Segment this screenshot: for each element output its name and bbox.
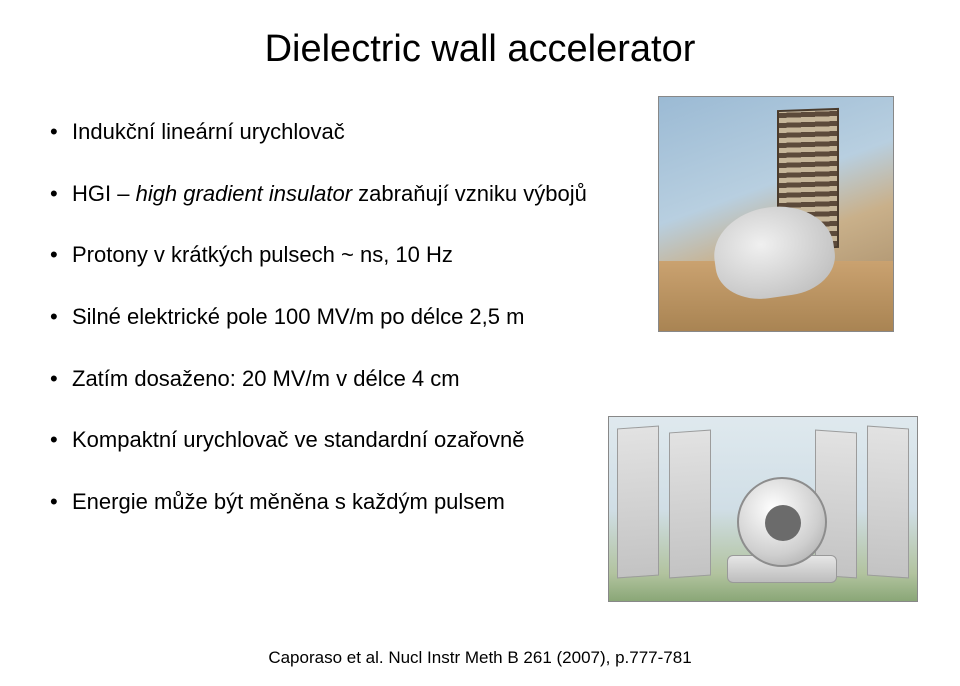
image-wall bbox=[617, 426, 659, 579]
slide: Dielectric wall accelerator Indukční lin… bbox=[0, 0, 960, 686]
image-top-container bbox=[658, 96, 918, 332]
bullet-text: Kompaktní urychlovač ve standardní ozařo… bbox=[72, 427, 524, 452]
bullet-text: zabraňují vzniku výbojů bbox=[352, 181, 587, 206]
bullet-text: Zatím dosaženo: 20 MV/m v délce 4 cm bbox=[72, 366, 460, 391]
image-wall bbox=[669, 430, 711, 579]
image-gantry bbox=[737, 477, 827, 567]
render-device-image bbox=[658, 96, 894, 332]
bullet-item: HGI – high gradient insulator zabraňují … bbox=[50, 179, 660, 209]
render-room-image bbox=[608, 416, 918, 602]
bullet-item: Indukční lineární urychlovač bbox=[50, 117, 660, 147]
bullet-text: Silné elektrické pole 100 MV/m po délce … bbox=[72, 304, 524, 329]
bullet-item: Silné elektrické pole 100 MV/m po délce … bbox=[50, 302, 660, 332]
bullet-text: Protony v krátkých pulsech ~ ns, 10 Hz bbox=[72, 242, 453, 267]
bullet-item: Zatím dosaženo: 20 MV/m v délce 4 cm bbox=[50, 364, 660, 394]
page-title: Dielectric wall accelerator bbox=[40, 28, 920, 71]
bullet-list: Indukční lineární urychlovač HGI – high … bbox=[40, 111, 660, 549]
bullet-item: Kompaktní urychlovač ve standardní ozařo… bbox=[50, 425, 660, 455]
bullet-text: Indukční lineární urychlovač bbox=[72, 119, 345, 144]
bullet-item: Energie může být měněna s každým pulsem bbox=[50, 487, 660, 517]
bullet-text: Energie může být měněna s každým pulsem bbox=[72, 489, 505, 514]
image-wall bbox=[867, 426, 909, 579]
bullet-item: Protony v krátkých pulsech ~ ns, 10 Hz bbox=[50, 240, 660, 270]
bullet-text: HGI – bbox=[72, 181, 136, 206]
citation-text: Caporaso et al. Nucl Instr Meth B 261 (2… bbox=[0, 648, 960, 668]
bullet-italic: high gradient insulator bbox=[136, 181, 352, 206]
